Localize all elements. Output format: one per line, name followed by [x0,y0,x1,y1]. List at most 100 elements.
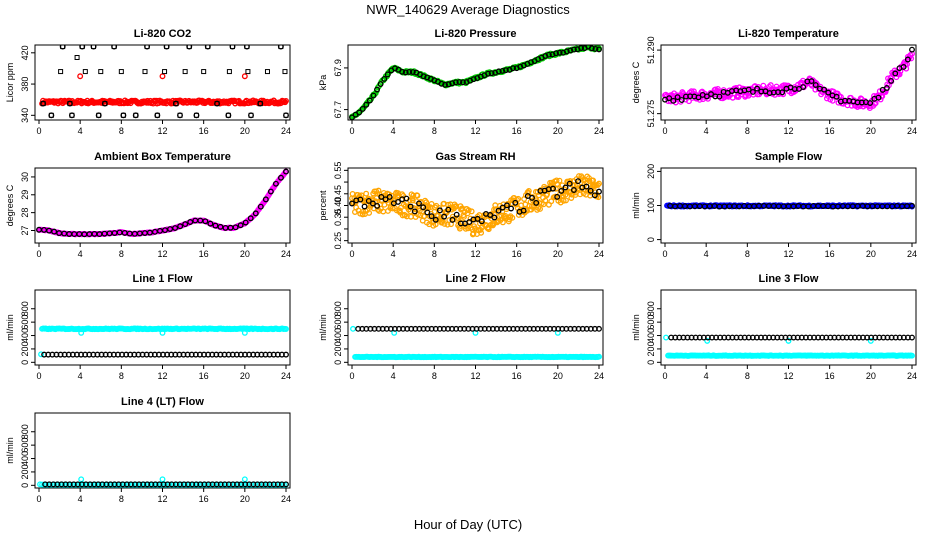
y-tick-label: 200 [20,464,30,479]
data-point [867,337,874,344]
data-point [420,73,427,80]
x-tick-label: 12 [470,371,480,381]
x-tick-label: 20 [553,249,563,259]
data-point [142,69,148,75]
data-point [470,230,477,237]
data-point [374,202,381,209]
y-tick-label: 28 [20,208,30,218]
data-point [904,56,911,63]
y-tick-label: 0.25 [333,232,343,250]
y-tick-label: 67.9 [333,59,343,77]
data-point [365,197,372,204]
data-point [909,352,915,359]
data-point [829,97,836,104]
panel-3: Li-820 Temperature 0 4 8 12 16 20 24 51.275 51.29… [631,28,917,136]
data-point [568,195,575,201]
data-point [491,214,498,221]
data-point [267,188,274,195]
x-tick-label: 4 [78,249,83,259]
x-tick-label: 16 [825,249,835,259]
y-tick-label: 600 [20,315,30,330]
panel-6: Sample Flow 0 4 8 12 16 20 24 0 100 200 ml/min [631,151,917,259]
x-tick-label: 0 [36,494,41,504]
data-point [411,208,418,215]
data-point [225,112,232,119]
data-point [553,50,559,57]
data-point [241,476,248,483]
x-tick-label: 8 [745,126,750,136]
data-point [193,112,200,119]
y-tick-label: 800 [20,301,30,316]
y-axis-label: ml/min [5,314,15,341]
panel-title: Sample Flow [755,151,823,163]
panel-title: Line 4 (LT) Flow [121,396,204,408]
y-tick-label: 67.7 [333,101,343,119]
data-point [278,174,284,181]
data-point [549,185,556,192]
data-point [825,89,832,96]
y-tick-label: 0.45 [333,185,343,203]
data-point [441,213,448,220]
y-tick-label: 0 [20,483,30,488]
data-point [257,203,264,210]
x-tick-label: 8 [119,371,124,381]
data-point [90,45,97,50]
data-point [428,201,435,207]
data-points [349,173,602,238]
y-tick-label: 0 [333,360,343,365]
data-point [248,112,254,119]
y-tick-label: 400 [20,451,30,466]
y-tick-label: 600 [333,315,343,330]
y-tick-label: 200 [646,341,656,356]
data-point [456,225,463,232]
y-tick-label: 800 [646,301,656,316]
data-point [533,199,540,206]
x-tick-label: 16 [199,126,209,136]
data-point [359,106,366,112]
data-point [785,337,792,344]
data-point [68,112,75,119]
data-point [182,221,189,228]
x-tick-label: 16 [512,126,522,136]
data-point [177,112,183,119]
panel-4: Ambient Box Temperature 0 4 8 12 16 20 24 27 28 29… [5,151,291,259]
data-point [563,48,570,55]
data-point [470,76,477,83]
data-point [282,69,288,75]
panel-title: Li-820 Temperature [738,28,839,40]
y-tick-label: 800 [333,301,343,316]
data-point [283,326,289,332]
data-point [51,228,58,235]
data-point [78,329,85,336]
x-tick-label: 20 [553,126,563,136]
data-point [577,191,584,198]
x-tick-label: 16 [512,371,522,381]
y-tick-label: 0.55 [333,162,343,180]
data-point [542,197,549,204]
x-tick-label: 8 [745,371,750,381]
data-point [499,219,506,226]
data-point [749,88,756,95]
data-point [144,45,151,50]
data-point [502,67,509,74]
data-point [567,47,574,54]
data-point [378,193,385,200]
data-point [900,64,907,70]
data-point [264,69,270,75]
data-point [406,68,413,75]
data-point [821,86,828,93]
data-point [374,86,381,93]
data-point [708,91,715,98]
data-point [78,476,85,483]
data-point [442,81,449,88]
data-point [159,73,166,80]
data-point [445,206,452,213]
data-point [82,69,88,75]
panel-5: Gas Stream RH 0 4 8 12 16 20 24 0.25 0.350.400.45… [318,151,604,259]
data-point [283,168,289,175]
y-axis-label: degrees C [5,184,15,226]
y-tick-label: 51.275 [646,100,656,128]
y-axis-label: ml/min [631,192,641,219]
